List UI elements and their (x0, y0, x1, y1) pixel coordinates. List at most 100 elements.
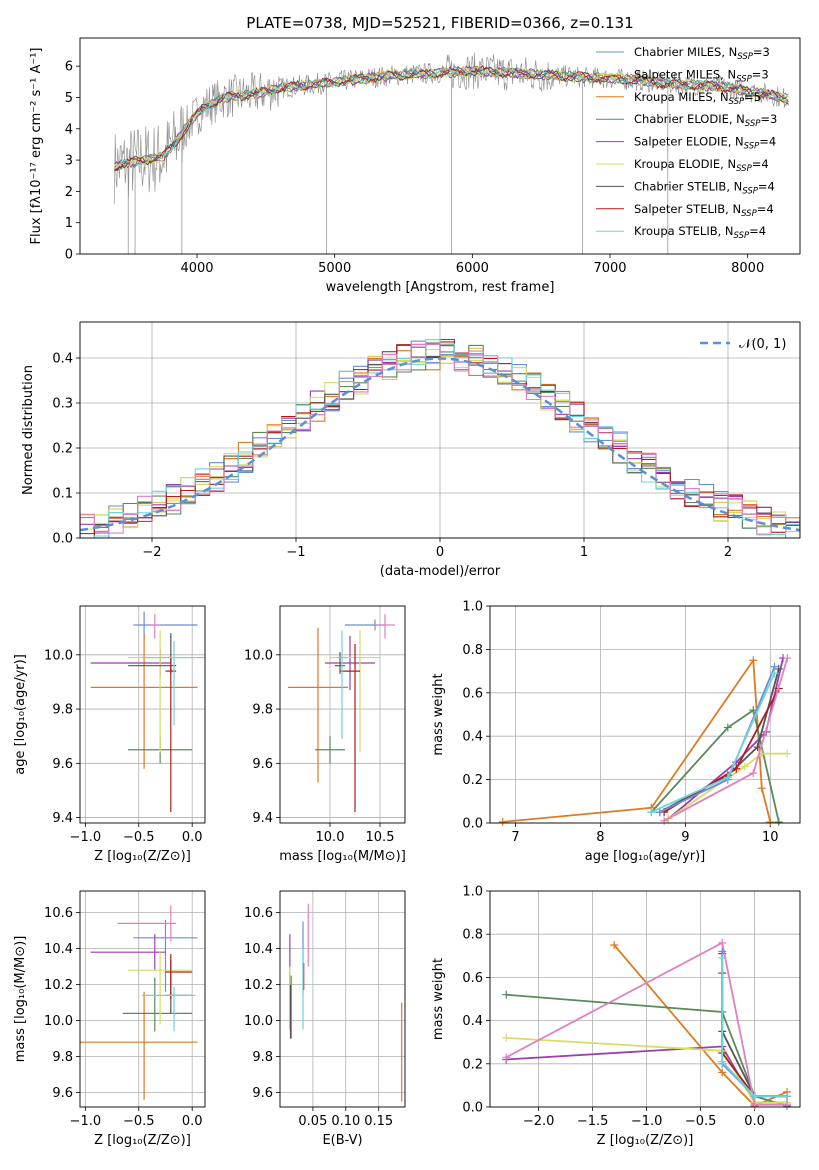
x-tick-label: −1.0 (70, 830, 102, 845)
y-tick-label: 9.6 (252, 757, 273, 772)
legend-label-sub: SSP (737, 52, 753, 62)
y-tick-label: 1 (65, 216, 73, 231)
weight-marker (718, 1068, 727, 1077)
weight-marker (766, 817, 775, 826)
legend-label-main: Kroupa MILES, N (634, 90, 729, 104)
age-vs-mass-panel: 10.0 10.5 9.4 9.6 9.8 10.0 mass [log₁₀(M/M⊙)] (244, 605, 406, 864)
y-tick-label: 2 (65, 185, 73, 200)
x-tick-label: −2.0 (523, 1114, 555, 1129)
y-tick-label: 0.6 (462, 971, 483, 986)
x-axis-label: (data-model)/error (380, 564, 501, 579)
weight-marker (774, 664, 783, 673)
y-tick-label: 10.0 (44, 648, 73, 663)
x-axis-label: mass [log₁₀(M/M⊙)] (279, 849, 406, 864)
y-axis-label: mass weight (431, 673, 446, 755)
legend-label-sub: SSP (729, 97, 745, 107)
mass-vs-ebv-panel: 0.05 0.10 0.15 9.6 9.8 10.0 10.2 10.4 10.6 E(B-V) (244, 890, 406, 1148)
weight-line (506, 993, 788, 1107)
weight-marker (783, 1092, 792, 1101)
legend-label: Chabrier STELIB, NSSP=4 (634, 179, 775, 196)
weight-marker (718, 953, 727, 962)
x-tick-label: 8000 (731, 261, 764, 276)
y-tick-label: 0.3 (52, 397, 73, 412)
legend-label-sub: SSP (736, 74, 752, 84)
x-tick-label: 10.5 (366, 830, 395, 845)
legend-label-main: Kroupa STELIB, N (634, 224, 734, 238)
y-tick-label: 10.0 (244, 1014, 273, 1029)
x-tick-label: 0.05 (298, 1114, 327, 1129)
x-tick-label: 0.0 (744, 1114, 765, 1129)
y-axis-label: mass weight (431, 958, 446, 1040)
weight-marker (498, 817, 507, 826)
weight-marker (740, 762, 749, 771)
weight-marker (502, 990, 511, 999)
y-tick-label: 0.0 (52, 532, 73, 547)
y-tick-label: 6 (65, 60, 73, 75)
y-tick-label: 0.0 (462, 817, 483, 832)
weight-marker (723, 723, 732, 732)
axes-frame (279, 605, 406, 824)
x-tick-label: 8 (596, 830, 604, 845)
x-tick-label: −1 (286, 545, 305, 560)
y-tick-label: 0.6 (462, 686, 483, 701)
spectrum-model-line (113, 66, 789, 170)
weight-marker (783, 654, 792, 663)
x-tick-label: −2 (142, 545, 161, 560)
weight-marker (660, 816, 669, 825)
x-axis-label: Z [log₁₀(Z/Z⊙)] (597, 1133, 694, 1148)
axes-frame (79, 890, 206, 1108)
weight-marker (655, 808, 664, 817)
legend-label: Chabrier ELODIE, NSSP=3 (634, 112, 777, 129)
legend-label-main: Chabrier STELIB, N (634, 179, 742, 193)
x-tick-label: −1.0 (70, 1114, 102, 1129)
x-tick-label: −0.5 (123, 830, 155, 845)
legend-label-tail: =4 (749, 224, 766, 238)
y-tick-label: 1.0 (462, 600, 483, 615)
axes-frame (79, 321, 801, 539)
spectrum-panel: 4000 5000 6000 7000 8000 0 1 2 3 4 5 6 wavelength [A… (29, 37, 801, 295)
x-tick-label: −0.5 (685, 1114, 717, 1129)
weight-line (667, 752, 788, 820)
y-tick-label: 9.6 (252, 1086, 273, 1101)
y-tick-label: 0 (65, 248, 73, 263)
weight-marker (783, 749, 792, 758)
x-tick-label: 0.10 (331, 1114, 360, 1129)
y-tick-label: 9.8 (52, 703, 73, 718)
x-axis-label: Z [log₁₀(Z/Z⊙)] (94, 849, 191, 864)
weight-line (721, 958, 787, 1098)
y-tick-label: 10.0 (244, 648, 273, 663)
legend-label: Salpeter ELODIE, NSSP=4 (634, 135, 776, 152)
age-vs-metallicity-panel: −1.0 −0.5 0.0 9.4 9.6 9.8 10.0 Z [log₁₀(Z/Z⊙)] a… (13, 605, 206, 864)
y-tick-label: 0.2 (52, 442, 73, 457)
axes-frame (489, 890, 801, 1108)
legend-label-main: Chabrier ELODIE, N (634, 112, 745, 126)
weight-marker (718, 1057, 727, 1066)
x-tick-label: 0 (436, 545, 444, 560)
legend-label: 𝒩(0, 1) (739, 337, 786, 352)
x-tick-label: 0.0 (182, 1114, 203, 1129)
y-tick-label: 0.8 (462, 928, 483, 943)
weight-line (506, 1037, 787, 1104)
y-tick-label: 9.6 (52, 757, 73, 772)
weight-marker (502, 1053, 511, 1062)
weight-line (613, 944, 788, 1107)
legend-label-tail: =3 (752, 67, 769, 81)
y-tick-label: 1.0 (462, 885, 483, 900)
y-tick-label: 10.6 (44, 906, 73, 921)
y-tick-label: 10.2 (44, 978, 73, 993)
x-tick-label: 7 (511, 830, 519, 845)
weight-vs-metallicity-panel: −2.0 −1.5 −1.0 −0.5 0.0 0.0 0.2 0.4 0.6 0.8 1.0 Z [… (431, 885, 801, 1148)
x-tick-label: −1.0 (631, 1114, 663, 1129)
figure-title: PLATE=0738, MJD=52521, FIBERID=0366, z=0… (246, 14, 633, 32)
weight-marker (647, 808, 656, 817)
legend-label: Salpeter STELIB, NSSP=4 (634, 202, 774, 219)
legend-label-sub: SSP (744, 142, 760, 152)
y-axis-label: Normed distribution (21, 365, 36, 495)
weight-marker (774, 817, 783, 826)
y-axis-label: age [log₁₀(age/yr)] (13, 654, 28, 775)
spectrum-model-line (114, 66, 789, 169)
legend-label: Kroupa ELODIE, NSSP=4 (634, 157, 769, 174)
weight-marker (610, 941, 619, 949)
weight-marker (723, 773, 732, 782)
